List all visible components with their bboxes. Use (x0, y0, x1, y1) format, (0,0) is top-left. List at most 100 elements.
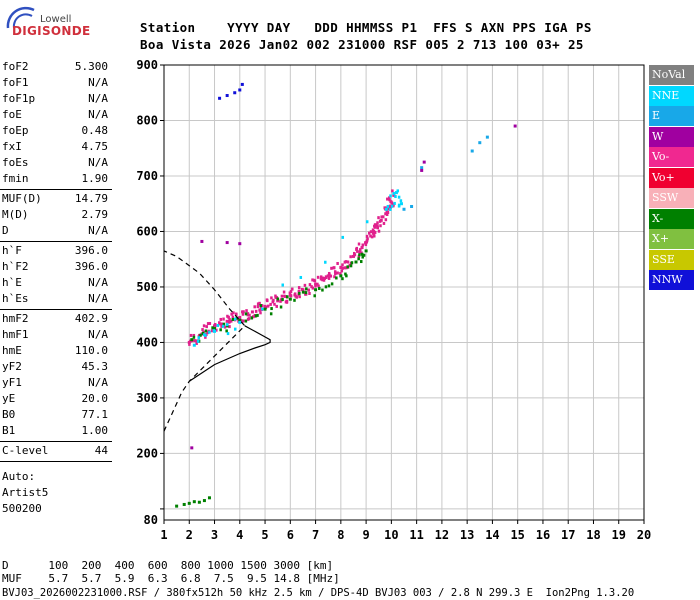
data-point (394, 195, 397, 199)
data-point (253, 305, 256, 309)
data-point (370, 235, 374, 239)
data-point (399, 202, 403, 206)
param-separator (0, 441, 112, 442)
data-point (339, 272, 342, 276)
data-point (399, 199, 403, 203)
data-point (304, 291, 308, 295)
data-point (225, 323, 229, 327)
param-label: h`Es (2, 292, 29, 305)
data-point (389, 194, 392, 198)
data-point (334, 272, 337, 276)
autoscale-line3: 500200 (2, 502, 42, 515)
data-point (321, 276, 324, 280)
data-point (343, 260, 347, 264)
data-point (313, 294, 316, 298)
data-point (260, 304, 264, 308)
param-fmin: fmin 1.90 (2, 172, 108, 188)
param-hes: h`Es N/A (2, 292, 108, 308)
y-tick-label: 600 (136, 224, 158, 238)
data-point (221, 324, 225, 328)
data-point (288, 297, 292, 301)
param-b0: B0 77.1 (2, 408, 108, 424)
param-value: 45.3 (81, 360, 109, 373)
param-yf1: yF1 N/A (2, 376, 108, 392)
data-point (297, 289, 301, 293)
data-point (358, 253, 361, 257)
footer-file-info: BVJ03_2026002231000.RSF / 380fx512h 50 k… (2, 587, 635, 599)
data-point (327, 284, 331, 288)
data-point (279, 298, 283, 302)
data-point (384, 207, 388, 211)
data-point (265, 298, 269, 302)
density-profile-dashed (163, 250, 246, 432)
data-point (242, 319, 245, 323)
param-label: foF1 (2, 76, 29, 89)
data-point (345, 274, 348, 278)
data-point (299, 275, 303, 279)
data-point (190, 446, 194, 450)
param-yf2: yF2 45.3 (2, 360, 108, 376)
data-point (201, 331, 205, 335)
data-point (385, 212, 389, 216)
param-label: foE (2, 108, 22, 121)
data-point (242, 310, 245, 314)
data-point (192, 335, 196, 339)
data-point (195, 341, 198, 345)
data-point (291, 287, 294, 291)
data-point (269, 312, 273, 316)
x-tick-label: 11 (409, 528, 423, 542)
data-point (369, 230, 373, 234)
data-point (235, 312, 238, 316)
data-point (206, 322, 210, 326)
data-point (201, 328, 204, 332)
data-point (281, 283, 284, 287)
data-point (326, 274, 330, 278)
data-point (322, 278, 326, 282)
data-point (485, 135, 489, 139)
data-point (379, 218, 383, 222)
data-point (311, 286, 315, 290)
data-point (222, 317, 225, 321)
param-label: B1 (2, 424, 16, 437)
data-point (305, 287, 308, 291)
data-point (313, 279, 317, 283)
plot-frame (163, 64, 645, 521)
param-value: 5.300 (74, 60, 108, 73)
data-point (380, 215, 383, 219)
data-point (361, 246, 364, 250)
legend-item-nnw: NNW (649, 270, 694, 290)
data-point (346, 265, 349, 269)
data-point (197, 500, 201, 504)
data-point (182, 502, 186, 506)
data-point (365, 239, 369, 243)
data-point (369, 234, 372, 238)
data-point (340, 269, 344, 273)
data-point (360, 252, 364, 256)
param-fxi: fxI 4.75 (2, 140, 108, 156)
data-point (204, 335, 207, 339)
param-value: N/A (88, 92, 108, 105)
data-point (297, 286, 301, 290)
data-point (238, 315, 242, 319)
autoscale-line1: Auto: (2, 470, 36, 483)
data-point (355, 246, 359, 250)
legend-item-nne: NNE (649, 85, 694, 106)
data-point (190, 338, 194, 342)
data-point (205, 325, 208, 329)
param-b1: B1 1.00 (2, 424, 108, 440)
data-point (371, 228, 375, 232)
data-point (233, 327, 237, 331)
data-point (364, 243, 368, 247)
data-point (213, 324, 217, 328)
data-point (219, 317, 223, 321)
data-point (359, 248, 362, 252)
data-point (349, 264, 353, 268)
data-point (258, 308, 261, 312)
data-point (323, 276, 327, 280)
data-point (470, 149, 474, 153)
data-point (225, 319, 229, 323)
data-point (250, 316, 253, 320)
data-point (341, 263, 344, 267)
param-hme: hmE 110.0 (2, 344, 108, 360)
param-label: hmF2 (2, 312, 29, 325)
